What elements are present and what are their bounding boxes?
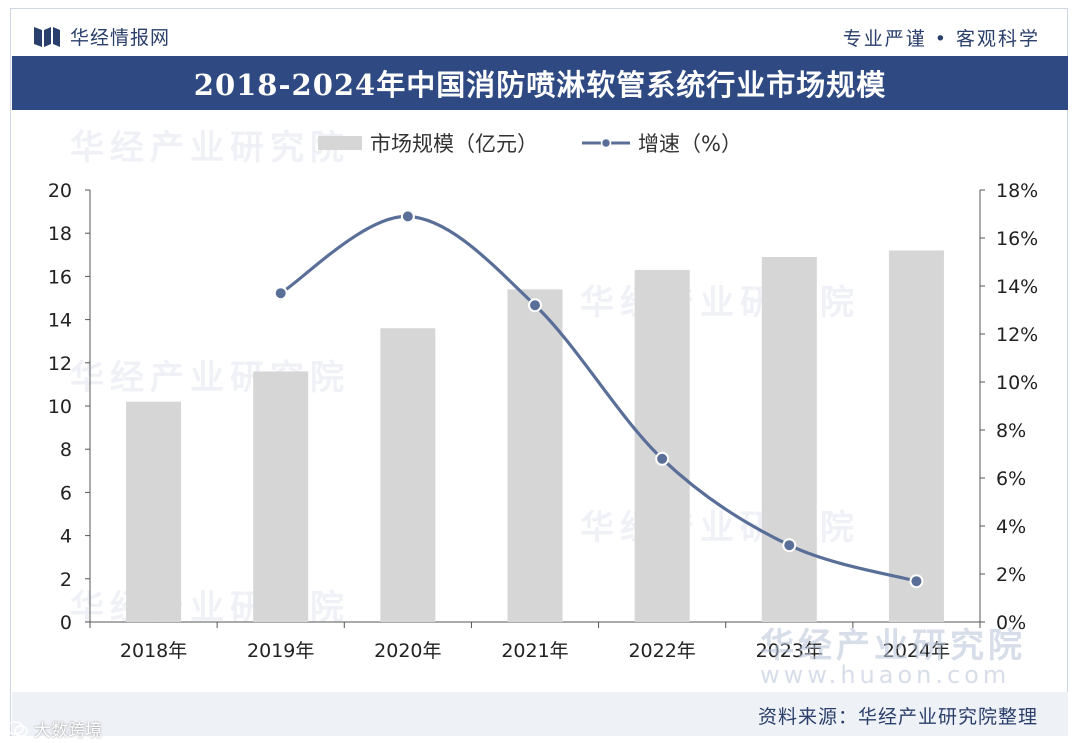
x-tick-label: 2021年 [501,640,568,662]
bar-market-size [888,250,944,623]
site-watermark: 华经产业研究院 www.huaon.com [760,618,1026,689]
growth-rate-point [400,209,415,224]
y-tick-label-left: 14 [48,310,72,332]
watermark: 华经产业研究院 [70,128,350,168]
y-tick-label-left: 16 [48,266,72,288]
y-tick-label-right: 4% [996,516,1026,538]
legend-line-swatch [582,137,630,149]
x-tick-label: 2024年 [883,640,950,662]
x-tick-label: 2023年 [756,640,823,662]
y-tick-label-right: 0% [996,612,1026,634]
y-tick-label-left: 2 [60,569,72,591]
chat-bubble-icon [6,720,28,737]
y-tick-label-left: 18 [48,223,72,245]
y-tick-label-right: 2% [996,564,1026,586]
top-bar: 华经情报网 专业严谨 • 客观科学 [12,10,1068,54]
growth-rate-point [782,538,797,553]
y-tick-label-left: 20 [48,180,72,202]
growth-rate-point [528,298,542,313]
chart-title: 2018-2024年中国消防喷淋软管系统行业市场规模 [193,68,887,102]
brand-name: 华经情报网 [70,26,171,49]
footer: 资料来源：华经产业研究院整理 [12,692,1068,736]
y-tick-label-left: 12 [48,353,72,375]
bar-market-size [253,371,309,622]
growth-rate-point [655,451,670,466]
title-bar: 2018-2024年中国消防喷淋软管系统行业市场规模 [12,56,1068,110]
growth-rate-point [273,286,288,301]
bar-market-size [634,269,690,622]
bar-market-size [761,256,817,622]
legend: 市场规模（亿元） 增速（%） [318,128,742,158]
y-tick-label-right: 16% [996,228,1038,250]
site-watermark-en: www.huaon.com [760,661,1011,689]
bar-market-size [380,328,436,622]
growth-rate-line [279,214,917,583]
y-tick-label-right: 18% [996,180,1038,202]
site-watermark-cn: 华经产业研究院 [760,626,1026,666]
source-note: 资料来源：华经产业研究院整理 [757,706,1038,728]
legend-bar-swatch [318,136,362,150]
growth-rate-point [909,574,924,589]
brand: 华经情报网 [34,22,170,50]
legend-line-label: 增速（%） [638,132,742,156]
x-tick-label: 2022年 [628,640,695,662]
corner-watermark-text: 大数跨境 [34,721,102,741]
bar-market-size [126,401,182,622]
tagline: 专业严谨 • 客观科学 [842,28,1040,50]
x-tick-label: 2018年 [120,640,187,662]
y-tick-label-left: 10 [48,396,72,418]
y-tick-label-right: 14% [996,276,1038,298]
y-tick-label-left: 0 [60,612,72,634]
y-tick-label-left: 6 [60,482,72,504]
y-tick-label-right: 8% [996,420,1026,442]
corner-watermark: 大数跨境 [6,716,102,741]
y-tick-label-right: 10% [996,372,1038,394]
x-tick-label: 2020年 [374,640,441,662]
y-tick-label-right: 6% [996,468,1026,490]
brand-logo-icon [34,27,60,47]
y-tick-label-left: 8 [60,439,72,461]
y-tick-label-left: 4 [60,526,72,548]
bar-market-size [507,289,563,622]
y-tick-label-right: 12% [996,324,1038,346]
legend-bar-label: 市场规模（亿元） [370,132,538,156]
x-tick-label: 2019年 [247,640,314,662]
